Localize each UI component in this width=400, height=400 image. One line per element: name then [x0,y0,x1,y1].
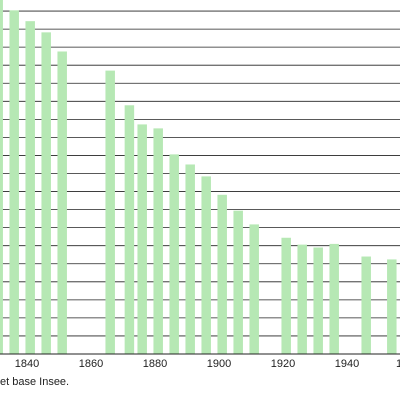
bar [0,0,3,354]
x-tick-label: 1940 [335,358,359,370]
bar [281,237,291,354]
x-tick-label-partial: 1 [396,358,400,370]
x-tick-labels: 1840 1860 1880 1900 1920 1940 1 [15,358,400,370]
bars [0,0,397,355]
bar [105,70,115,355]
bar [361,256,371,354]
bar [217,194,227,354]
bar [233,210,243,354]
bar [329,243,339,354]
bar [9,10,19,354]
x-tick-label: 1860 [79,358,103,370]
bar [297,244,307,354]
bar [57,51,67,355]
bar [201,176,211,354]
x-tick-label: 1840 [15,358,39,370]
bar [25,21,35,355]
bar [249,224,259,354]
x-tick-label: 1920 [271,358,295,370]
source-note: et base Insee. [0,376,70,388]
bar [313,247,323,354]
bar [387,259,397,354]
bar [41,32,51,354]
x-tick-label: 1880 [143,358,167,370]
bar [169,154,179,354]
bar [137,124,147,355]
bar [124,105,135,355]
bar [185,164,195,354]
x-tick-label: 1900 [207,358,231,370]
bar [153,128,163,354]
